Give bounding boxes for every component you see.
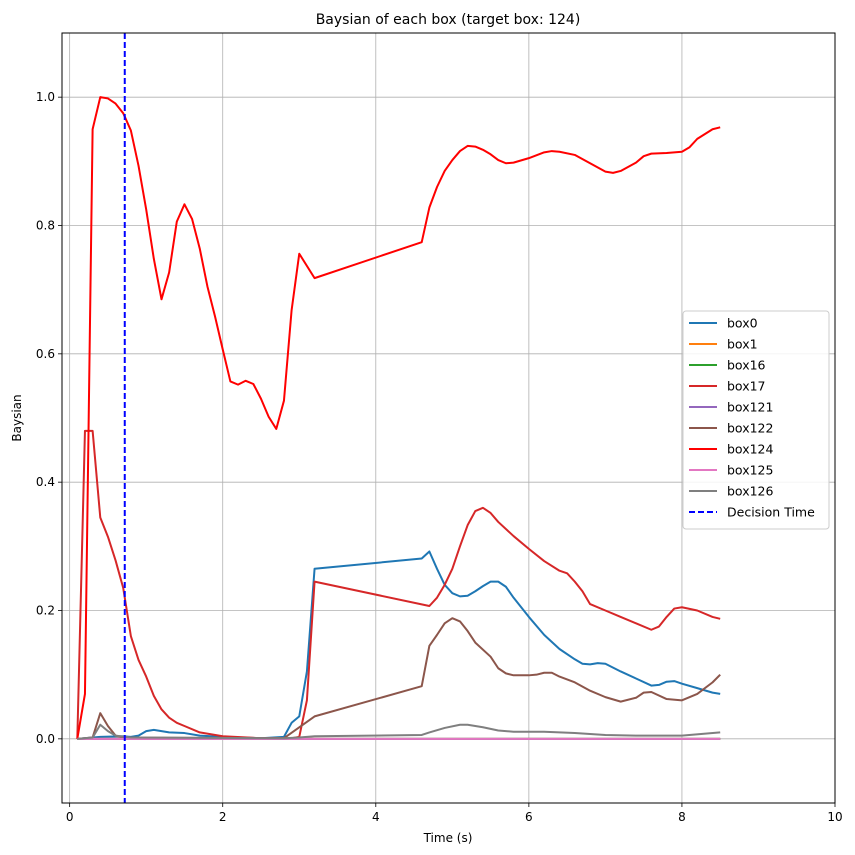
legend-box bbox=[682, 310, 830, 530]
series-line-box0 bbox=[77, 550, 721, 740]
legend-label-box1: box1 bbox=[727, 337, 758, 352]
y-tick-label: 0.2 bbox=[36, 604, 55, 618]
legend-label-decision-time: Decision Time bbox=[727, 505, 815, 520]
series-line-box122 bbox=[77, 617, 721, 740]
x-tick-label: 10 bbox=[827, 810, 842, 824]
legend-label-box16: box16 bbox=[727, 358, 766, 373]
legend-label-box126: box126 bbox=[727, 484, 774, 499]
plot-frame bbox=[61, 32, 836, 804]
y-axis-label: Baysian bbox=[10, 394, 24, 441]
series-line-box126 bbox=[77, 723, 721, 740]
x-tick-label: 8 bbox=[678, 810, 686, 824]
chart-title: Baysian of each box (target box: 124) bbox=[316, 12, 581, 28]
x-tick-label: 2 bbox=[219, 810, 227, 824]
x-axis-label: Time (s) bbox=[423, 831, 473, 845]
x-tick-label: 0 bbox=[66, 810, 74, 824]
legend-label-box17: box17 bbox=[727, 379, 766, 394]
axis-ticks: 0 2 4 6 8 10 0.0 0.2 0.4 0.6 0.8 1.0 bbox=[36, 90, 843, 824]
y-tick-label: 0.6 bbox=[36, 347, 55, 361]
legend-label-box122: box122 bbox=[727, 421, 773, 436]
series-line-box17 bbox=[76, 429, 721, 740]
legend: box0 box1 box16 box17 box121 box122 box124 box1… bbox=[682, 310, 830, 530]
y-tick-label: 0.8 bbox=[36, 219, 55, 233]
x-tick-label: 6 bbox=[525, 810, 533, 824]
plot-area bbox=[76, 33, 721, 803]
y-tick-label: 0.4 bbox=[36, 475, 55, 489]
legend-label-box124: box124 bbox=[727, 442, 774, 457]
legend-label-box0: box0 bbox=[727, 316, 758, 331]
y-tick-label: 1.0 bbox=[36, 90, 55, 104]
series-line-box124 bbox=[76, 96, 721, 739]
x-tick-label: 4 bbox=[372, 810, 380, 824]
y-tick-label: 0.0 bbox=[36, 732, 55, 746]
legend-label-box125: box125 bbox=[727, 463, 773, 478]
legend-label-box121: box121 bbox=[727, 400, 773, 415]
